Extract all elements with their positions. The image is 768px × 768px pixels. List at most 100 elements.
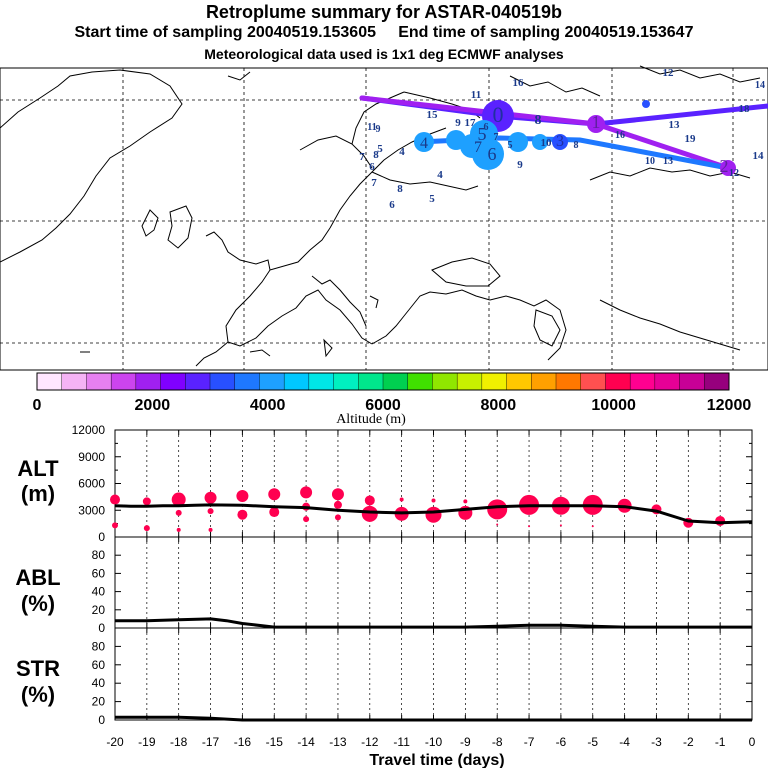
y-tick-label: 0	[98, 621, 105, 635]
colorbar-cell	[135, 372, 162, 391]
map-label: 11	[367, 122, 376, 133]
colorbar-cell	[333, 372, 359, 391]
map-label: 18	[739, 103, 751, 115]
map-label: 9	[517, 159, 523, 171]
cluster-marker	[143, 525, 150, 532]
y-tick-label: 60	[92, 658, 106, 672]
cluster-marker	[142, 497, 151, 506]
map-label: 7	[494, 132, 499, 143]
map-label: 6	[369, 161, 375, 173]
colorbar-cell	[555, 372, 582, 391]
colorbar-label: Altitude (m)	[336, 412, 406, 427]
x-tick-label: -1	[715, 735, 726, 749]
y-tick-label: 80	[92, 548, 106, 562]
y-tick-label: 40	[92, 585, 106, 599]
cluster-marker	[269, 507, 280, 518]
map-label: 6	[488, 144, 497, 164]
colorbar-tick-label: 8000	[481, 397, 517, 414]
cluster-marker	[431, 498, 436, 503]
x-tick-label: -9	[460, 735, 471, 749]
map-label: 9	[376, 124, 381, 135]
cluster-marker	[268, 488, 281, 501]
map-label: 14	[753, 150, 765, 162]
cluster-day8	[446, 130, 466, 150]
x-tick-label: -15	[266, 735, 284, 749]
colorbar-cell	[506, 372, 532, 391]
sampling-times: Start time of sampling 20040519.153605 E…	[74, 24, 694, 41]
colorbar-cell	[432, 372, 458, 391]
map-label: 14	[755, 80, 765, 91]
colorbar-tick-label: 10000	[591, 397, 636, 414]
cluster-marker	[300, 486, 313, 499]
map-label: 0	[493, 102, 504, 127]
cluster-day1	[587, 115, 605, 133]
cluster-marker	[361, 505, 378, 522]
colorbar-tick-label: 0	[33, 397, 42, 414]
cluster-marker	[176, 527, 181, 532]
map-label: 10	[541, 137, 553, 149]
y-axis-label: STR	[16, 656, 60, 681]
x-tick-label: -11	[393, 735, 410, 749]
x-tick-label: -13	[329, 735, 347, 749]
colorbar-cell	[308, 372, 335, 391]
colorbar-cell	[580, 372, 606, 391]
map-label: 1	[592, 112, 601, 132]
series-line	[115, 715, 752, 722]
time-series-panels: 030006000900012000ALT(m)020406080ABL(%)0…	[15, 423, 755, 768]
colorbar-cell	[185, 372, 211, 391]
cluster-marker	[364, 495, 375, 506]
colorbar-cell	[605, 372, 631, 391]
colorbar-tick-label: 2000	[135, 397, 171, 414]
map-label: 4	[437, 169, 443, 181]
colorbar-cell	[531, 372, 557, 391]
colorbar-cell	[407, 372, 433, 391]
x-tick-label: -3	[651, 735, 662, 749]
cluster-marker	[110, 494, 120, 505]
cluster-day11	[642, 100, 650, 108]
colorbar-cell	[358, 372, 384, 391]
x-tick-label: -5	[587, 735, 598, 749]
map-label: 8	[397, 183, 403, 195]
map-label: 6	[389, 199, 395, 211]
x-tick-label: -16	[234, 735, 252, 749]
x-tick-label: -18	[170, 735, 188, 749]
x-tick-label: -17	[202, 735, 220, 749]
cluster-marker	[487, 499, 508, 520]
colorbar-tick-label: 12000	[707, 397, 752, 414]
map-label: 2	[720, 156, 729, 176]
series-line	[115, 617, 752, 629]
cluster-marker	[399, 497, 404, 502]
y-tick-label: 40	[92, 676, 106, 690]
cluster-marker	[112, 522, 118, 529]
map-label: 16	[513, 77, 525, 89]
y-tick-label: 12000	[72, 423, 106, 437]
colorbar-cell	[160, 372, 186, 391]
cluster-marker	[331, 488, 344, 501]
x-axis-label: Travel time (days)	[369, 752, 504, 768]
cluster-marker	[425, 506, 442, 523]
map-label: 4	[420, 135, 428, 152]
map-label: 3	[556, 133, 564, 150]
colorbar-cell	[234, 372, 260, 391]
x-tick-label: -19	[138, 735, 156, 749]
x-tick-label: -8	[492, 735, 503, 749]
y-tick-label: 80	[92, 639, 106, 653]
colorbar-cell	[629, 372, 656, 391]
colorbar-cell	[209, 372, 236, 391]
y-tick-label: 3000	[78, 503, 105, 517]
cluster-marker	[303, 516, 310, 523]
cluster-marker	[715, 515, 726, 526]
colorbar-tick-label: 6000	[365, 397, 401, 414]
series-line	[114, 503, 753, 525]
cluster-marker	[496, 523, 499, 526]
map-label: 5	[478, 124, 487, 144]
x-tick-label: -10	[425, 735, 443, 749]
y-axis-label: ABL	[15, 565, 60, 590]
colorbar-cell	[654, 372, 681, 391]
colorbar-tick-label: 4000	[250, 397, 286, 414]
colorbar-cell	[382, 372, 409, 391]
x-tick-label: -14	[297, 735, 315, 749]
cluster-day9	[508, 132, 528, 152]
